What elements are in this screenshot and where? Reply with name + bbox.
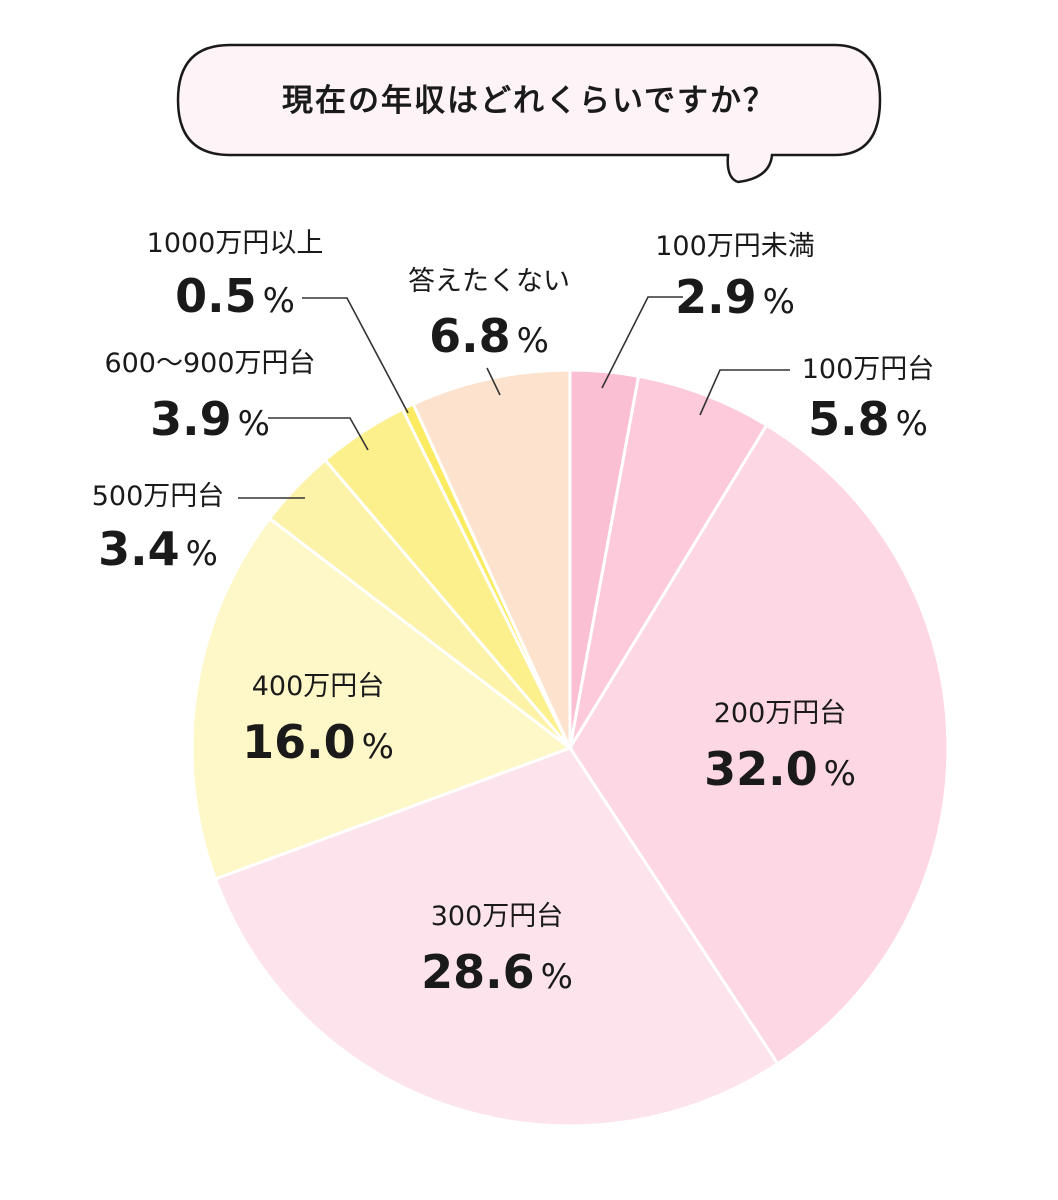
slice-category-label: 1000万円以上 — [147, 228, 324, 259]
slice-value-label: 6.8% — [429, 309, 549, 363]
pie-slice-9 — [411, 368, 572, 749]
slice-value-label: 16.0% — [242, 715, 394, 769]
slice-category-label: 100万円未満 — [655, 231, 815, 262]
pie-slice-3 — [568, 423, 950, 1066]
slice-category-label: 600～900万円台 — [104, 348, 315, 379]
slice-category-label: 200万円台 — [714, 698, 847, 729]
slice-value-label: 32.0% — [704, 742, 856, 796]
slice-labels: 100万円未満 2.9 %100万円台 5.8 % 200万円台 32.0 % 300万円台 28… — [92, 228, 935, 999]
leader-line-1 — [601, 296, 683, 389]
slice-value-label: 2.9% — [675, 270, 795, 324]
slice-category-label: 500万円台 — [92, 481, 225, 512]
leader-lines — [238, 296, 790, 499]
slice-value-label: 5.8% — [808, 392, 928, 446]
title-bubble: 現在の年収はどれくらいですか？ — [176, 43, 882, 184]
slice-category-label: 400万円台 — [252, 671, 385, 702]
slice-category-label: 答えたくない — [408, 266, 570, 297]
pie-slice-2 — [568, 374, 769, 749]
slice-category-label: 300万円台 — [431, 901, 564, 932]
speech-bubble-shape — [176, 43, 882, 184]
slice-category-label: 100万円台 — [802, 354, 935, 385]
pie-slice-4 — [213, 746, 780, 1128]
pie-slices — [190, 368, 950, 1128]
slice-value-label: 0.5% — [175, 269, 295, 323]
slice-value-label: 3.9% — [150, 392, 270, 446]
leader-line-8 — [302, 297, 409, 414]
slice-value-label: 3.4% — [98, 522, 218, 576]
leader-line-7 — [268, 417, 369, 451]
slice-value-label: 28.6% — [421, 945, 573, 999]
leader-line-9 — [486, 367, 501, 396]
chart-title: 現在の年収はどれくらいですか？ — [282, 83, 776, 119]
pie-slice-5 — [190, 516, 574, 881]
leader-line-2 — [699, 369, 790, 416]
